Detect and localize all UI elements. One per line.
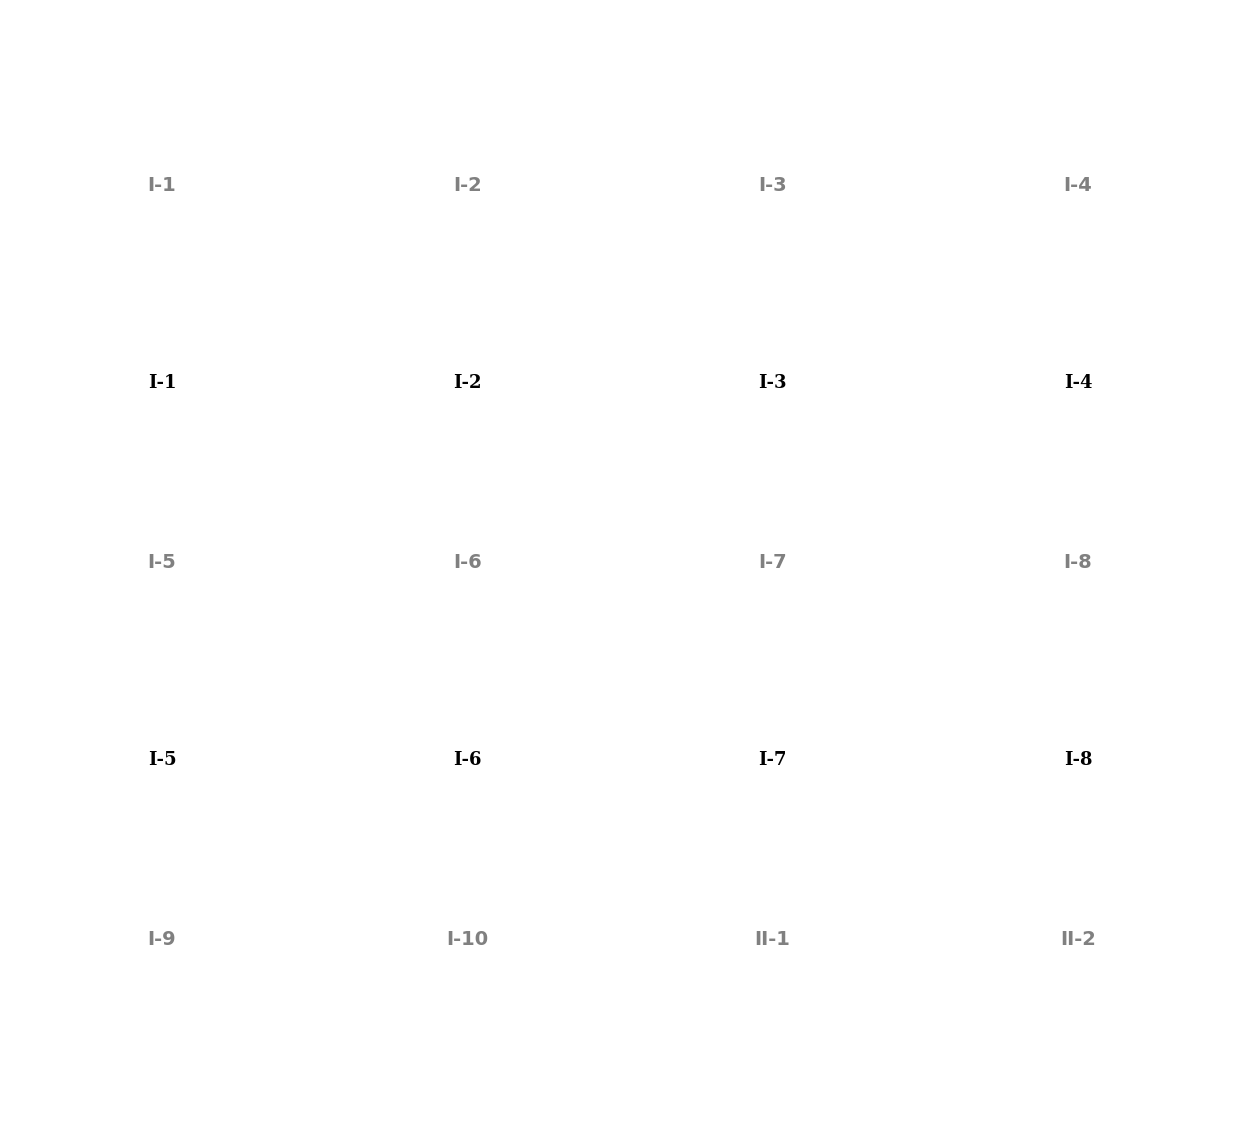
Text: I-6: I-6 [453,750,481,768]
Text: I-2: I-2 [453,375,481,393]
Text: I-4: I-4 [1064,177,1092,196]
Text: I-7: I-7 [759,750,787,768]
Text: I-3: I-3 [759,177,787,196]
Text: II-2: II-2 [1060,929,1096,948]
Text: I-5: I-5 [148,750,176,768]
Text: II-1: II-1 [755,929,791,948]
Text: I-5: I-5 [148,554,176,572]
Text: I-6: I-6 [453,554,481,572]
Text: I-1: I-1 [148,375,176,393]
Text: I-4: I-4 [1064,375,1092,393]
Text: I-8: I-8 [1064,750,1092,768]
Text: I-3: I-3 [759,375,787,393]
Text: I-9: I-9 [148,929,176,948]
Text: I-7: I-7 [759,554,787,572]
Text: I-1: I-1 [148,177,176,196]
Text: I-8: I-8 [1064,554,1092,572]
Text: I-2: I-2 [453,177,481,196]
Text: I-10: I-10 [446,929,489,948]
